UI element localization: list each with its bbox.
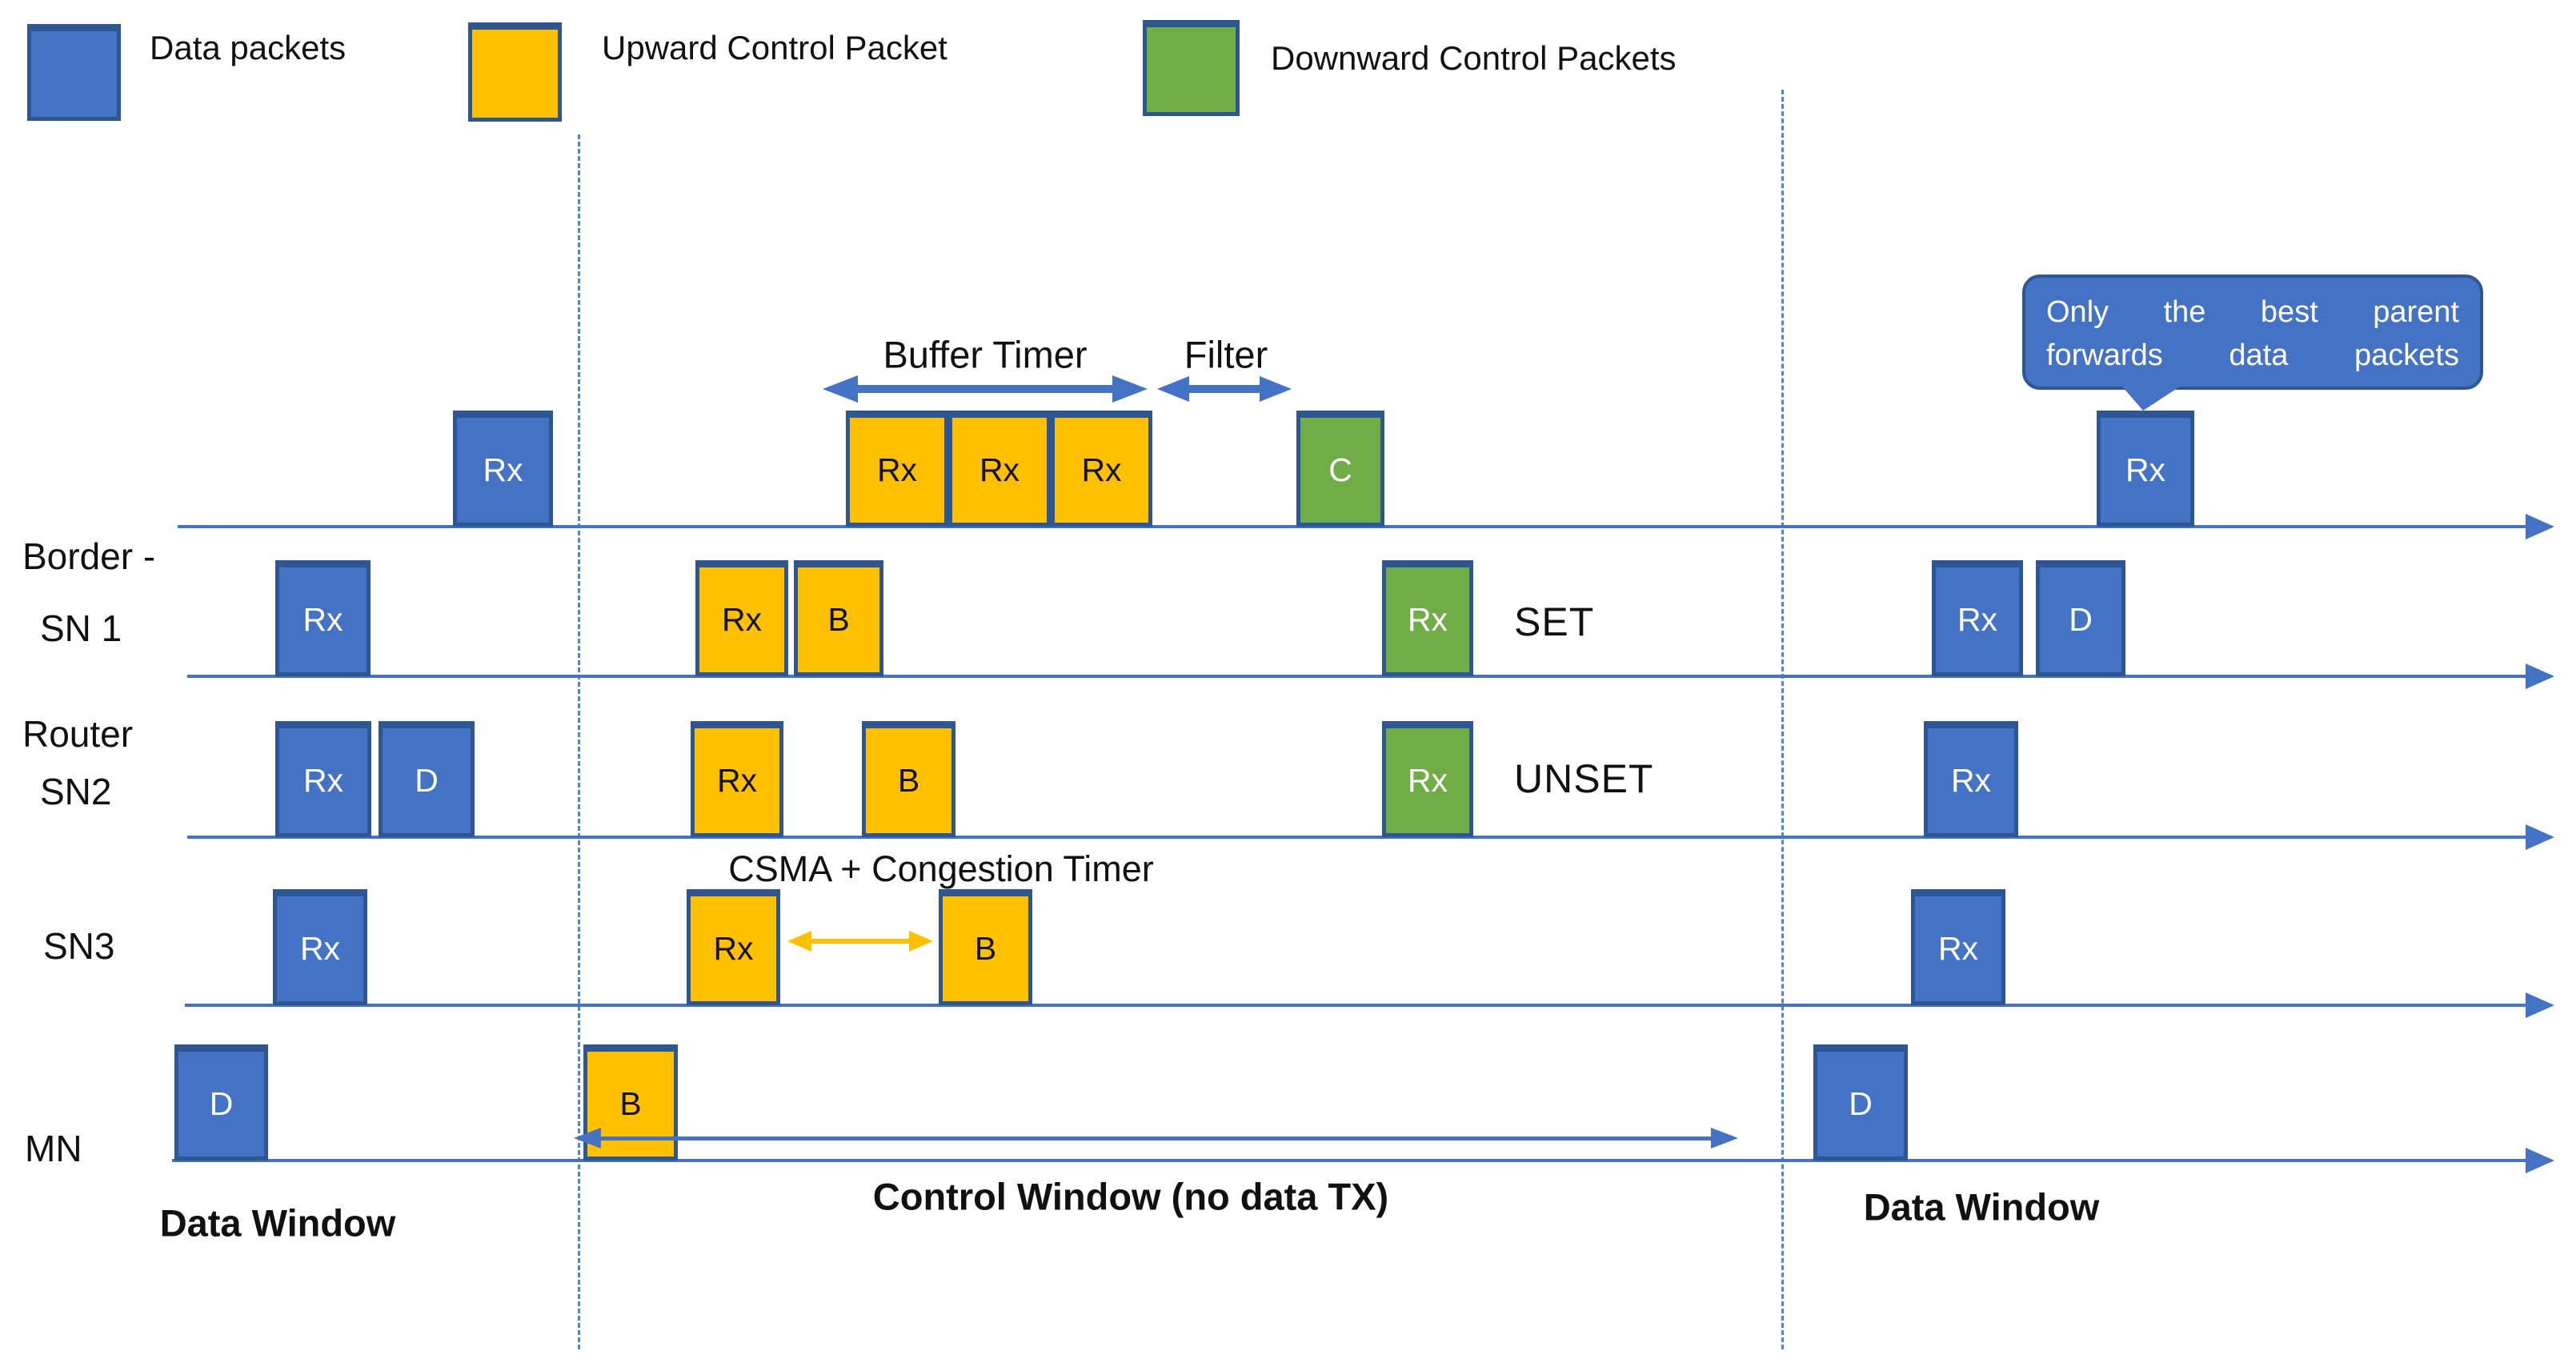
packet-box-data-sn3: Rx [1911,889,2005,1005]
packet-label: Rx [1081,451,1122,488]
packet-label: Rx [721,601,763,638]
timeline-arrowhead-sn1 [2526,663,2554,689]
packet-label: Rx [1950,762,1992,799]
control-window-label: Control Window (no data TX) [872,1175,1389,1218]
packet-label: D [209,1085,234,1122]
timeline-arrowhead-border-router [2526,514,2554,539]
packet-box-data-mn: D [1813,1044,1908,1161]
legend-swatch-data-packets [27,24,121,121]
packet-box-data-sn1: Rx [275,560,371,676]
timeline-arrowhead-sn2 [2526,824,2554,850]
row-label-sn3: SN3 [43,925,115,967]
mn-control-window-span-right-head [1711,1128,1738,1149]
packet-box-control-up-sn3: B [939,889,1032,1005]
mn-control-window-span-left-head [574,1128,601,1149]
legend-swatch-upward-control [468,22,562,122]
packet-label: C [1328,451,1352,488]
callout-text-line2: forwards data packets [2046,339,2459,372]
packet-box-control-up-border-router: Rx [846,411,948,527]
filter-label: Filter [1184,333,1268,376]
packet-label: B [974,930,997,967]
legend-label-data-packets: Data packets [150,29,347,66]
csma-congestion-span-line [805,939,915,944]
packet-box-data-sn3: Rx [273,889,367,1005]
packet-box-control-down-border-router: C [1296,411,1384,527]
data-window-label-right: Data Window [1863,1185,2100,1229]
timeline-arrowhead-mn [2526,1148,2554,1173]
buffer-timer-span-line [851,385,1119,393]
packet-box-data-sn1: Rx [1932,560,2023,676]
packet-box-control-down-sn1: Rx [1382,560,1473,676]
packet-box-control-up-sn1: Rx [695,560,788,676]
callout-tail [2122,387,2180,411]
data-window-label-left: Data Window [159,1201,396,1245]
packet-box-data-sn2: Rx [275,721,371,837]
control-window-end-divider [1781,90,1784,1349]
packet-box-control-up-border-router: Rx [1051,411,1152,527]
timeline-sn2 [187,836,2526,839]
packet-box-control-down-sn2: Rx [1382,721,1473,837]
packet-label: B [897,762,920,799]
csma-congestion-span-right-head [909,931,933,952]
timeline-border-router [178,525,2526,528]
packet-label: Rx [1407,762,1448,799]
timeline-mn [172,1159,2526,1162]
legend-swatch-downward-control [1143,20,1240,116]
packet-label: B [827,601,850,638]
packet-label: Rx [483,451,523,488]
packet-label: B [619,1085,642,1122]
row-label-border-router: Border - Router [22,408,155,882]
packet-box-control-up-sn1: B [794,560,883,676]
buffer-timer-label: Buffer Timer [883,333,1088,376]
packet-box-data-sn2: D [379,721,475,837]
packet-label: D [415,762,439,799]
packet-box-control-up-border-router: Rx [948,411,1051,527]
timeline-sn3 [185,1004,2526,1007]
csma-congestion-span-left-head [787,931,811,952]
packet-label: Rx [716,762,758,799]
legend-label-downward-control: Downward Control Packets [1271,39,1677,77]
packet-label: Rx [299,930,341,967]
packet-box-data-border-router: Rx [453,411,553,527]
packet-label: Rx [2125,451,2166,488]
packet-label: Rx [302,762,344,799]
filter-span-line [1183,385,1266,393]
callout-text-line1: Only the best parent [2046,295,2459,329]
timeline-sn1 [187,675,2526,678]
csma-congestion-timer-label: CSMA + Congestion Timer [728,848,1154,889]
packet-label: D [1849,1085,1873,1122]
control-window-start-divider [578,134,580,1349]
row-label-sn1: SN 1 [40,607,122,649]
mn-control-window-span-line [595,1136,1717,1140]
row-label-border-router-line2: Router [22,713,134,755]
packet-box-data-border-router: Rx [2097,411,2194,527]
best-parent-callout: Only the best parent forwards data packe… [2022,275,2483,390]
buffer-timer-span-right-head [1112,375,1148,403]
packet-box-control-up-sn3: Rx [687,889,780,1005]
packet-box-control-up-sn2: Rx [691,721,783,837]
timeline-arrowhead-sn3 [2526,992,2554,1018]
row-label-mn: MN [25,1128,82,1169]
packet-label: D [2069,601,2093,638]
packet-box-control-up-sn2: B [862,721,955,837]
legend-label-upward-control: Upward Control Packet [602,29,947,66]
packet-label: Rx [302,601,343,638]
row-label-sn2: SN2 [40,771,112,812]
row-label-border-router-line1: Border - [22,535,156,577]
packet-box-data-mn: D [174,1044,268,1161]
packet-label: Rx [1937,930,1979,967]
packet-label: Rx [979,451,1020,488]
packet-label: Rx [1957,601,1998,638]
sn2-unset-label: UNSET [1514,756,1654,801]
packet-box-data-sn1: D [2036,560,2125,676]
packet-label: Rx [876,451,918,488]
packet-box-data-sn2: Rx [1924,721,2018,837]
buffer-timer-span-left-head [823,375,858,403]
sn1-set-label: SET [1514,599,1595,644]
filter-span-left-head [1157,376,1189,402]
filter-span-right-head [1260,376,1292,402]
packet-label: Rx [1407,601,1448,638]
packet-label: Rx [713,930,754,967]
